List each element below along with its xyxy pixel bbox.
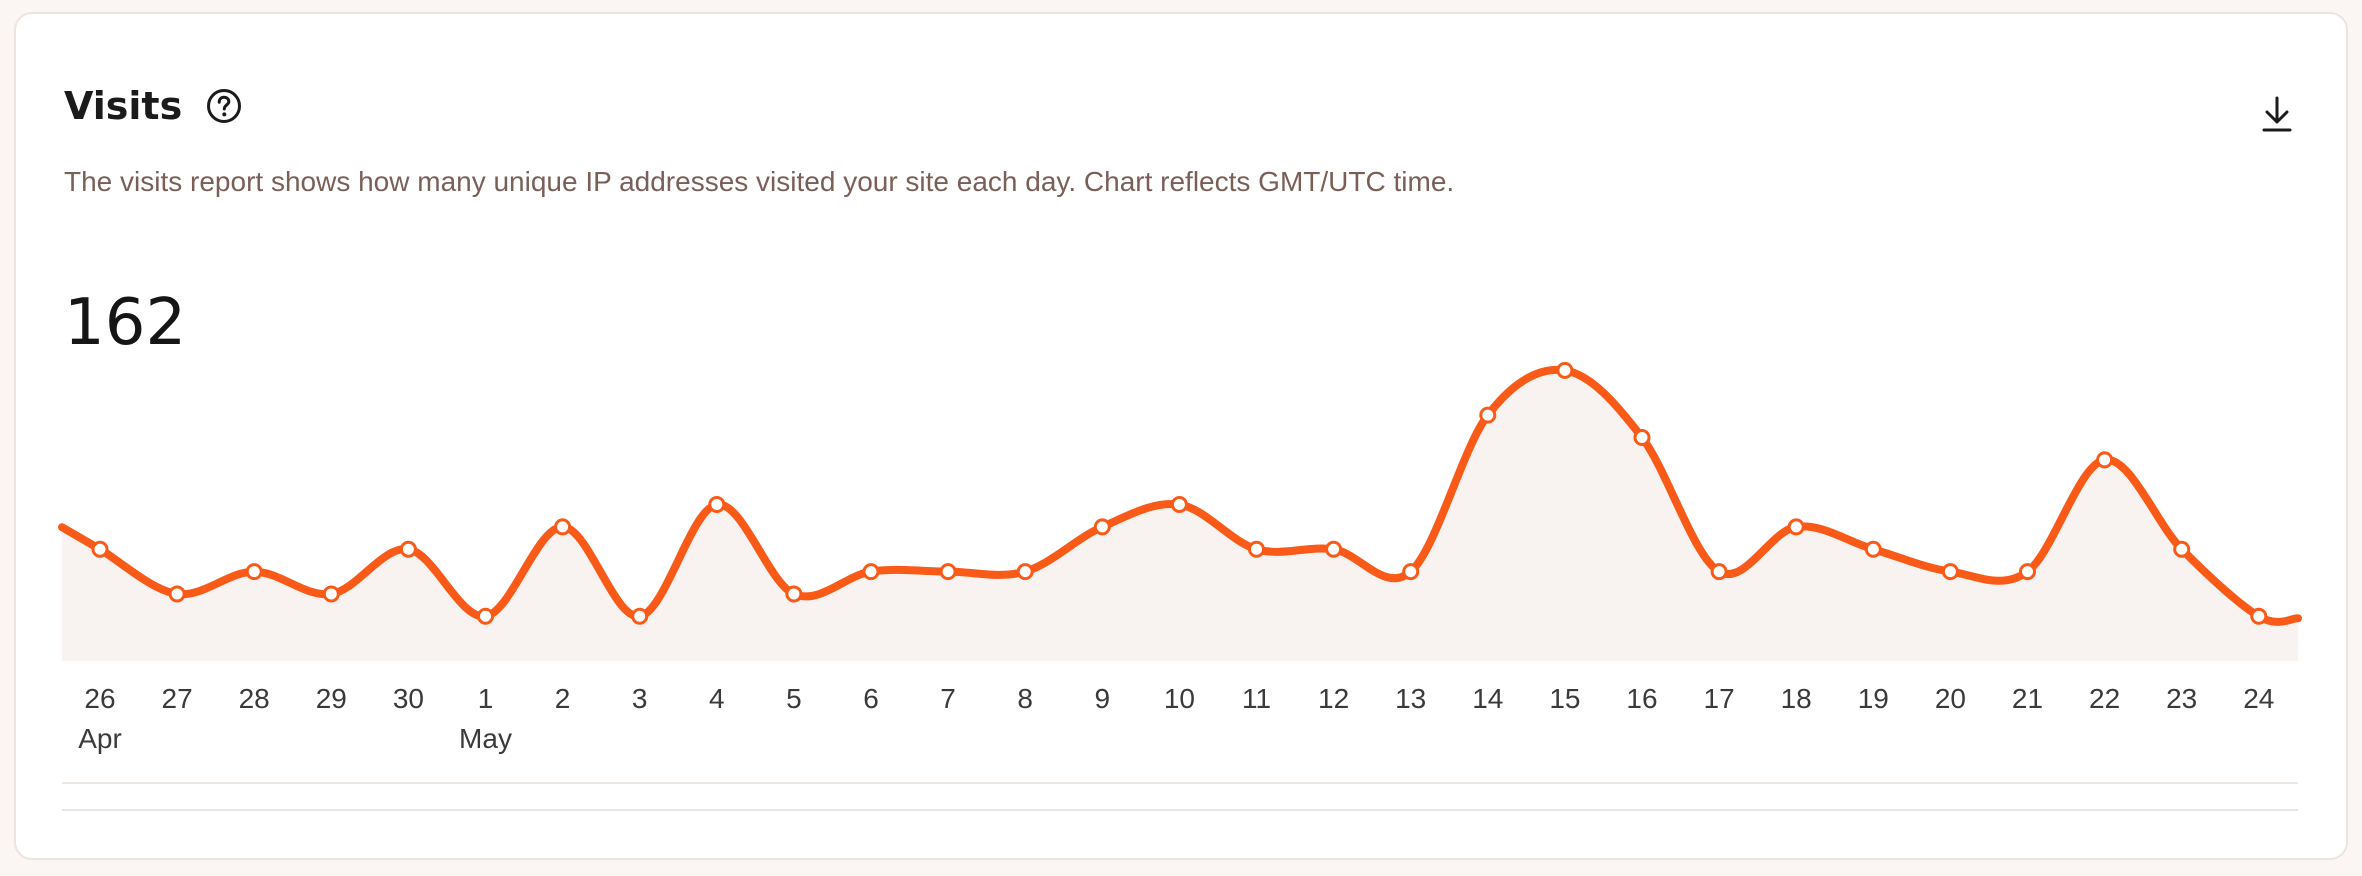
page-title: Visits [64, 84, 183, 128]
x-tick-label: 1 [478, 683, 494, 714]
x-tick-label: 11 [1242, 683, 1271, 714]
x-tick-label: 22 [2089, 683, 2120, 714]
visits-total: 162 [64, 286, 187, 360]
data-point[interactable] [1710, 563, 1728, 581]
x-tick-label: 30 [393, 683, 424, 714]
x-tick-label: 3 [632, 683, 648, 714]
month-label: May [459, 723, 512, 754]
data-point[interactable] [322, 585, 340, 603]
data-point[interactable] [2250, 607, 2268, 625]
x-tick-label: 29 [316, 683, 347, 714]
x-tick-label: 19 [1858, 683, 1889, 714]
x-tick-label: 10 [1164, 683, 1195, 714]
x-tick-label: 8 [1017, 683, 1033, 714]
x-tick-label: 6 [863, 683, 879, 714]
help-circle-icon[interactable] [206, 88, 242, 124]
x-tick-label: 24 [2243, 683, 2274, 714]
data-point[interactable] [1556, 361, 1574, 379]
x-tick-label: 23 [2166, 683, 2197, 714]
x-tick-label: 18 [1781, 683, 1812, 714]
x-tick-label: 20 [1935, 683, 1966, 714]
data-point[interactable] [708, 496, 726, 514]
data-point[interactable] [1016, 563, 1034, 581]
x-tick-label: 9 [1095, 683, 1111, 714]
data-point[interactable] [2173, 540, 2191, 558]
x-tick-label: 7 [940, 683, 956, 714]
x-tick-label: 26 [84, 683, 115, 714]
data-point[interactable] [862, 563, 880, 581]
x-tick-label: 2 [555, 683, 571, 714]
data-point[interactable] [2096, 451, 2114, 469]
x-tick-label: 21 [2012, 683, 2043, 714]
data-point[interactable] [1170, 496, 1188, 514]
x-tick-label: 15 [1549, 683, 1580, 714]
data-point[interactable] [1093, 518, 1111, 536]
data-point[interactable] [1864, 540, 1882, 558]
report-description: The visits report shows how many unique … [64, 166, 1455, 197]
data-point[interactable] [1941, 563, 1959, 581]
x-tick-label: 27 [162, 683, 193, 714]
x-tick-label: 13 [1395, 683, 1426, 714]
data-point[interactable] [1633, 428, 1651, 446]
data-point[interactable] [785, 585, 803, 603]
visits-card: Visits The visits report shows how many … [14, 12, 2348, 860]
x-tick-label: 16 [1626, 683, 1657, 714]
data-point[interactable] [631, 607, 649, 625]
title-row: Visits [64, 84, 242, 128]
data-point[interactable] [2019, 563, 2036, 581]
x-tick-label: 12 [1318, 683, 1349, 714]
data-point[interactable] [1325, 540, 1343, 558]
data-point[interactable] [939, 563, 957, 581]
x-tick-label: 4 [709, 683, 725, 714]
data-point[interactable] [554, 518, 572, 536]
x-tick-label: 14 [1472, 683, 1503, 714]
x-tick-label: 17 [1704, 683, 1735, 714]
data-point[interactable] [91, 540, 109, 558]
data-point[interactable] [477, 607, 494, 625]
data-point[interactable] [1402, 563, 1420, 581]
data-point[interactable] [1479, 406, 1497, 424]
data-point[interactable] [168, 585, 186, 603]
data-point[interactable] [1787, 518, 1805, 536]
data-point[interactable] [1248, 540, 1265, 558]
download-icon[interactable] [2258, 94, 2296, 134]
x-tick-label: 28 [239, 683, 270, 714]
data-point[interactable] [245, 563, 263, 581]
month-label: Apr [78, 723, 122, 754]
data-point[interactable] [399, 540, 417, 558]
x-tick-label: 5 [786, 683, 802, 714]
visits-area [62, 369, 2298, 661]
